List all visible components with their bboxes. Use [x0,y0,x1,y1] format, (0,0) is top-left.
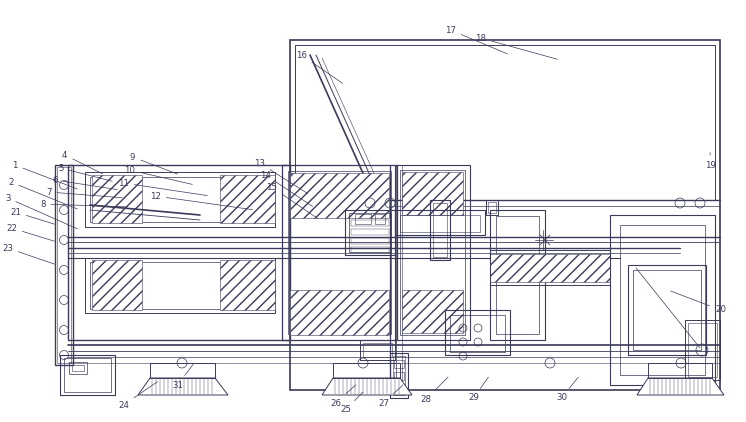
Bar [290,173,389,218]
Bar [685,320,720,380]
Bar [85,172,275,227]
Bar [430,200,450,260]
Bar [488,202,496,213]
Bar [496,216,539,334]
Text: 7: 7 [46,187,122,198]
Bar [620,225,705,375]
Text: 2: 2 [8,178,78,209]
Text: 17: 17 [445,25,507,54]
Text: 26: 26 [330,385,356,408]
Text: 1: 1 [12,160,78,189]
Bar [390,353,408,398]
Text: 23: 23 [2,243,54,264]
Bar [57,167,71,363]
Text: 15: 15 [266,182,318,219]
Bar [60,355,115,395]
Bar [355,214,371,224]
Text: 24: 24 [118,381,157,409]
Bar [64,358,111,392]
Bar [90,177,270,222]
Bar [220,260,275,310]
Bar [282,165,397,340]
Text: 31: 31 [172,364,193,390]
Bar [490,210,545,340]
Bar [68,165,290,340]
Text: 12: 12 [150,192,252,210]
Text: 27: 27 [378,385,403,408]
Bar [633,270,701,350]
Bar [628,265,706,355]
Bar [92,260,142,310]
Bar [450,315,505,352]
Text: 9: 9 [130,152,178,174]
Bar [351,220,389,226]
Bar [220,175,275,223]
Bar [351,247,389,253]
Polygon shape [138,378,228,395]
Polygon shape [322,378,412,395]
Text: 6: 6 [52,176,117,189]
Bar [92,175,142,223]
Bar [400,170,465,335]
Bar [402,290,463,333]
Bar [363,343,392,357]
Text: 11: 11 [118,179,207,195]
Bar [400,215,480,232]
Text: 22: 22 [6,224,54,241]
Bar [402,172,463,215]
Bar [610,215,715,385]
Bar [648,363,712,378]
Bar [55,165,73,365]
Text: 5: 5 [58,163,113,181]
Text: 25: 25 [340,392,363,414]
Bar [72,365,84,371]
Bar [345,210,395,255]
Text: 8: 8 [40,200,128,208]
Bar [333,363,400,378]
Polygon shape [637,378,724,395]
Bar [375,214,385,224]
Bar [394,372,404,380]
Text: 4: 4 [62,151,102,174]
Bar [445,310,510,355]
Bar [393,356,405,395]
Bar [349,213,391,252]
Bar [490,254,610,282]
Bar [150,363,215,378]
Text: 10: 10 [124,165,192,184]
Bar [394,360,404,368]
Bar [351,229,389,235]
Bar [688,323,717,377]
Text: 13: 13 [254,159,307,194]
Bar [288,171,391,334]
Text: 19: 19 [705,153,716,170]
Bar [290,290,389,335]
Bar [85,258,275,313]
Text: 21: 21 [10,208,54,224]
Bar [395,210,485,235]
Text: 3: 3 [5,194,78,229]
Bar [290,40,720,390]
Bar [351,238,389,244]
Text: 29: 29 [468,377,489,403]
Bar [433,203,447,257]
Bar [486,200,498,215]
Text: 30: 30 [556,377,578,403]
Text: 16: 16 [296,51,342,84]
Text: 18: 18 [475,33,557,59]
Text: 20: 20 [671,291,726,314]
Bar [69,362,87,374]
Bar [295,45,715,200]
Bar [395,165,470,340]
Bar [490,250,610,285]
Text: 28: 28 [420,377,448,405]
Text: 14: 14 [260,170,313,206]
Bar [360,340,395,360]
Bar [90,262,270,309]
